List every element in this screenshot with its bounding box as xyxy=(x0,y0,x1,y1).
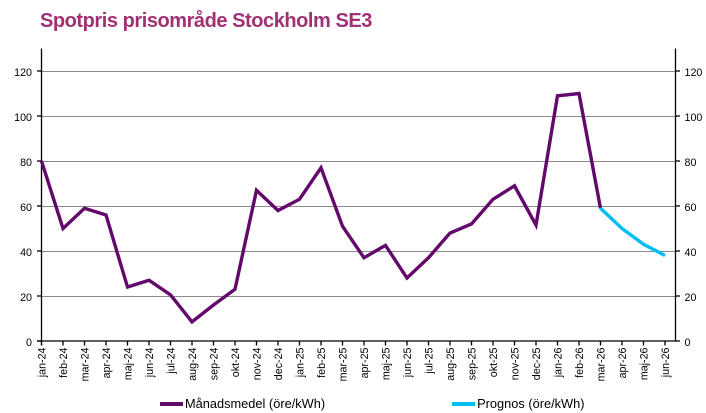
x-axis-tick-label: maj-26 xyxy=(639,347,651,380)
y-axis-right-tick-label: 40 xyxy=(685,247,697,259)
x-axis-tick-label: jul-24 xyxy=(166,347,178,374)
x-axis-tick-label: jan-25 xyxy=(295,347,307,378)
y-axis-right-tick-label: 100 xyxy=(685,112,703,124)
x-axis-tick-label: mar-24 xyxy=(80,347,92,381)
x-axis-tick-label: okt-25 xyxy=(488,347,500,377)
x-axis-tick-label: feb-26 xyxy=(574,347,586,377)
x-axis-tick-label: sep-24 xyxy=(209,347,221,380)
x-axis-tick-label: jun-25 xyxy=(402,347,414,378)
x-axis-tick-label: maj-24 xyxy=(123,347,135,380)
chart-title: Spotpris prisområde Stockholm SE3 xyxy=(40,10,372,32)
x-axis-tick-label: dec-25 xyxy=(531,347,543,380)
x-axis-tick-label: mar-25 xyxy=(338,347,350,381)
x-axis-tick-label: feb-25 xyxy=(316,347,328,377)
legend-entry-manadsmedel: Månadsmedel (öre/kWh) xyxy=(160,396,325,411)
x-axis-tick-label: jun-26 xyxy=(660,347,672,378)
x-axis-tick-label: sep-25 xyxy=(467,347,479,380)
chart-legend: Månadsmedel (öre/kWh) Prognos (öre/kWh) xyxy=(0,396,706,411)
x-axis-tick-label: dec-24 xyxy=(273,347,285,380)
y-axis-right-tick-label: 60 xyxy=(685,202,697,214)
x-axis-tick-label: jan-24 xyxy=(37,347,49,378)
x-axis-tick-label: maj-25 xyxy=(381,347,393,380)
x-axis-tick-label: okt-24 xyxy=(230,347,242,377)
legend-entry-prognos: Prognos (öre/kWh) xyxy=(452,396,585,411)
x-axis-tick-label: nov-24 xyxy=(252,347,264,380)
legend-label-prognos: Prognos (öre/kWh) xyxy=(477,396,585,411)
manadsmedel-line-swatch-icon xyxy=(160,402,183,406)
x-axis-tick-label: apr-24 xyxy=(101,347,113,378)
y-axis-left-tick-label: 120 xyxy=(14,67,32,79)
x-axis-tick-label: apr-26 xyxy=(617,347,629,378)
legend-label-manadsmedel: Månadsmedel (öre/kWh) xyxy=(185,396,326,411)
y-axis-left-tick-label: 80 xyxy=(20,157,32,169)
y-axis-right-tick-label: 20 xyxy=(685,292,697,304)
x-axis-tick-label: jan-26 xyxy=(553,347,565,378)
series-line xyxy=(39,91,603,325)
y-axis-right-tick-label: 0 xyxy=(685,337,691,349)
prognos-line-swatch-icon xyxy=(452,402,476,406)
y-axis-left-tick-label: 60 xyxy=(20,202,32,214)
x-axis-tick-label: aug-24 xyxy=(187,347,199,380)
x-axis-tick-label: jun-24 xyxy=(144,347,156,378)
y-axis-left-tick-label: 40 xyxy=(20,247,32,259)
x-axis-tick-label: nov-25 xyxy=(510,347,522,380)
x-axis-tick-label: jul-25 xyxy=(424,347,436,374)
y-axis-right-tick-label: 80 xyxy=(685,157,697,169)
y-axis-left-tick-label: 0 xyxy=(26,337,32,349)
x-axis-tick-label: aug-25 xyxy=(445,347,457,380)
x-axis-tick-label: feb-24 xyxy=(58,347,70,377)
y-axis-left-tick-label: 100 xyxy=(14,112,32,124)
y-axis-right-tick-label: 120 xyxy=(685,67,703,79)
series-line xyxy=(599,207,666,258)
y-axis-left-tick-label: 20 xyxy=(20,292,32,304)
x-axis-tick-label: mar-26 xyxy=(596,347,608,381)
x-axis-tick-label: apr-25 xyxy=(359,347,371,378)
